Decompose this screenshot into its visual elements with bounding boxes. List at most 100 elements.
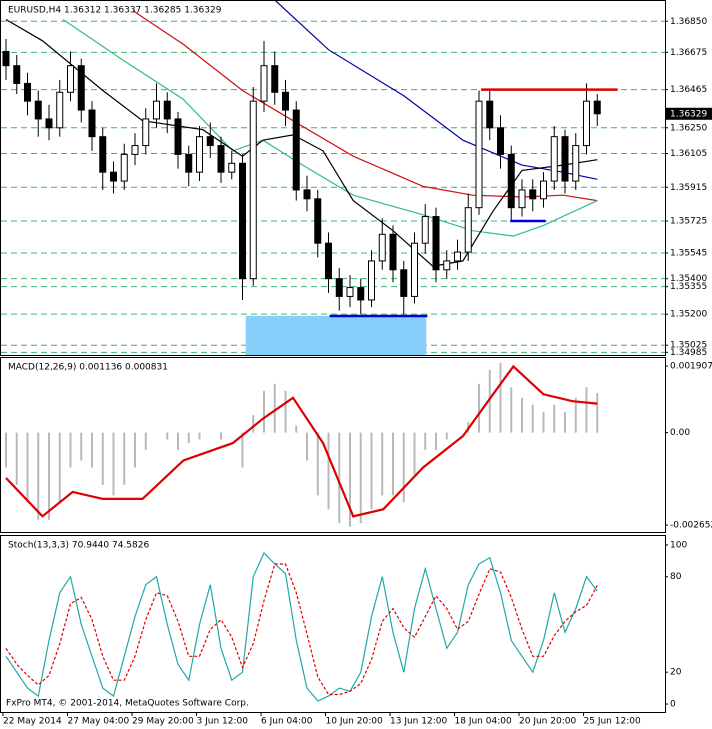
- last-price-label: 1.36329: [670, 109, 707, 119]
- candle-body: [593, 100, 601, 115]
- candle-body: [389, 233, 397, 271]
- candle-body: [314, 198, 322, 244]
- y-tick-label: 1.36465: [670, 85, 707, 95]
- macd-signal: [5, 364, 598, 518]
- stoch-signal: [5, 563, 598, 696]
- x-tick-label: 6 Jun 04:00: [261, 717, 313, 727]
- candle-body: [67, 65, 74, 93]
- y-tick-label: -0.002652: [670, 521, 712, 531]
- macd-pane-frame: [0, 357, 666, 533]
- y-tick-label: 1.35025: [670, 341, 707, 351]
- y-tick-label: 100: [670, 540, 687, 550]
- candle-body: [260, 65, 268, 102]
- candle-body: [561, 136, 569, 182]
- candle-body: [529, 189, 537, 200]
- candle-body: [282, 91, 289, 111]
- candle-body: [271, 65, 279, 93]
- candle-body: [583, 100, 590, 147]
- candle-body: [56, 91, 64, 129]
- y-tick-label: 80: [670, 572, 682, 582]
- x-tick-label: 13 Jun 12:00: [390, 717, 447, 727]
- zones: [1, 20, 665, 355]
- candle-body: [346, 287, 354, 297]
- macd-title: MACD(12,26,9) 0.001136 0.000831: [8, 363, 168, 373]
- y-tick-label: 0: [670, 700, 676, 710]
- y-tick-label: 1.34985: [670, 348, 707, 358]
- candle-body: [217, 145, 225, 173]
- candle-body: [185, 153, 193, 173]
- candle-body: [2, 50, 10, 67]
- candle-body: [292, 109, 300, 191]
- candle-body: [34, 100, 42, 120]
- candle-body: [335, 278, 343, 297]
- y-tick-label: 0.001907: [670, 362, 712, 372]
- x-tick-label: 27 May 04:00: [68, 717, 130, 727]
- zone: [245, 315, 427, 355]
- y-tick-label: 1.35545: [670, 248, 707, 258]
- candle-body: [77, 65, 85, 111]
- candle-body: [163, 100, 171, 120]
- candle-body: [411, 242, 418, 297]
- candle-body: [475, 100, 483, 209]
- y-tick-label: 1.36105: [670, 149, 707, 159]
- candle-body: [421, 216, 429, 244]
- candle-body: [443, 260, 451, 271]
- candle-body: [507, 153, 515, 209]
- x-tick-label: 25 Jun 12:00: [584, 717, 641, 727]
- candle-body: [99, 136, 107, 173]
- y-tick-label: 1.35400: [670, 274, 707, 284]
- candle-body: [400, 269, 408, 297]
- candle-body: [368, 260, 375, 301]
- candle-body: [378, 233, 386, 262]
- y-tick-label: 1.36250: [670, 123, 707, 133]
- candle-body: [120, 153, 128, 182]
- x-tick-label: 20 Jun 20:00: [519, 717, 576, 727]
- copyright: FxPro MT4, © 2001-2014, MetaQuotes Softw…: [6, 699, 249, 709]
- price-pane-frame: [0, 0, 666, 356]
- stoch-pane-frame: [0, 535, 666, 713]
- candle-body: [550, 136, 558, 182]
- y-tick-label: 1.36675: [670, 48, 707, 58]
- candle-body: [142, 118, 150, 147]
- candle-body: [518, 189, 526, 209]
- moving-average: [5, 18, 598, 267]
- candle-body: [497, 127, 504, 155]
- candle-body: [325, 242, 332, 280]
- y-tick-label: 1.35200: [670, 310, 707, 320]
- y-tick-label: 1.36850: [670, 17, 707, 27]
- stoch-title: Stoch(13,3,3) 70.9440 74.5826: [8, 541, 149, 551]
- candle-body: [454, 251, 461, 262]
- candle-body: [486, 100, 494, 129]
- candle-body: [131, 145, 139, 155]
- candle-body: [110, 171, 117, 182]
- y-tick-label: 1.35915: [670, 183, 707, 193]
- y-tick-label: 0.00: [670, 428, 690, 438]
- x-tick-label: 10 Jun 20:00: [326, 717, 383, 727]
- y-tick-label: 20: [670, 668, 682, 678]
- stoch-main: [5, 551, 598, 702]
- x-tick-label: 29 May 20:00: [132, 717, 194, 727]
- price-title: EURUSD,H4 1.36312 1.36337 1.36285 1.3632…: [8, 6, 222, 16]
- candle-body: [572, 145, 580, 182]
- candle-body: [206, 136, 214, 147]
- candle-body: [464, 207, 472, 253]
- candle-body: [239, 162, 246, 280]
- candle-body: [196, 136, 203, 173]
- x-tick-label: 3 Jun 12:00: [197, 717, 249, 727]
- x-tick-label: 18 Jun 04:00: [455, 717, 512, 727]
- last-price-box: [666, 107, 712, 120]
- candle-body: [303, 189, 311, 200]
- candle-body: [540, 180, 547, 200]
- candle-body: [174, 118, 182, 155]
- candle-body: [228, 162, 236, 173]
- y-tick-label: 1.35355: [670, 282, 707, 292]
- candle-body: [357, 287, 365, 301]
- candle-body: [249, 100, 257, 280]
- candle-body: [88, 109, 96, 138]
- y-tick-label: 1.35725: [670, 216, 707, 226]
- candle-body: [45, 118, 53, 129]
- candle-body: [24, 82, 31, 102]
